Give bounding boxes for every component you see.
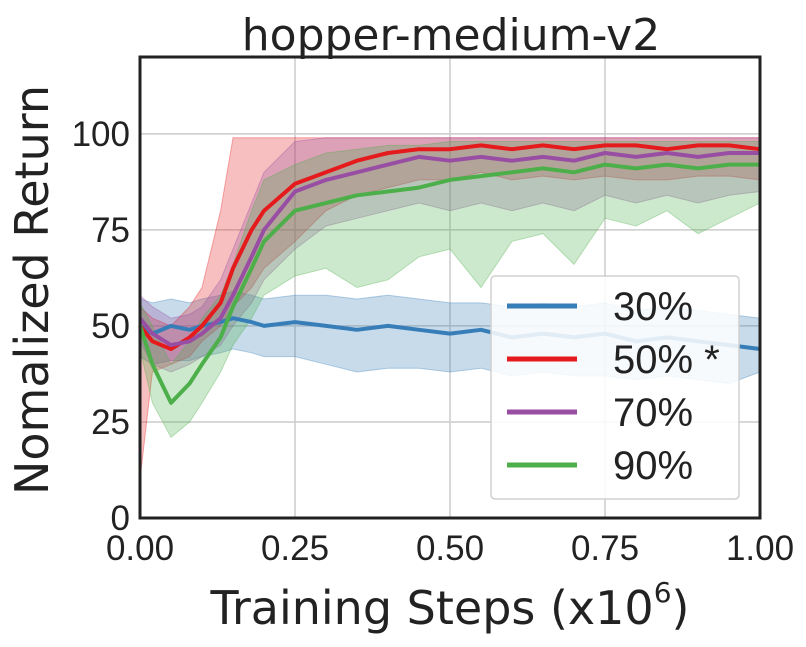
- y-tick-labels: 0 25 50 75 100: [72, 115, 130, 538]
- legend-label: 50% *: [613, 338, 720, 382]
- y-tick-label: 0: [111, 499, 130, 538]
- legend-label: 90%: [613, 444, 693, 488]
- legend-label: 30%: [613, 285, 693, 329]
- x-tick-label: 0.75: [571, 529, 639, 568]
- x-tick-label: 1.00: [726, 529, 794, 568]
- line-series-3: [138, 151, 760, 348]
- legend-box: [490, 275, 740, 500]
- y-tick-label: 50: [91, 307, 130, 346]
- x-tick-labels: 0.00 0.25 0.50 0.75 1.00: [106, 529, 794, 568]
- legend: 30% 50% * 70% 90%: [490, 275, 740, 500]
- x-tick-label: 0.00: [106, 529, 174, 568]
- x-tick-label: 0.25: [261, 529, 329, 568]
- x-axis-title-suffix: ): [672, 581, 690, 635]
- y-tick-label: 75: [91, 211, 130, 250]
- line-series-4: [138, 162, 760, 405]
- x-tick-label: 0.50: [416, 529, 484, 568]
- x-axis-title-main: Training Steps (x10: [210, 581, 654, 635]
- y-tick-label: 100: [72, 115, 130, 154]
- y-tick-label: 25: [91, 403, 130, 442]
- plot-frame: [138, 55, 762, 520]
- chart-title: hopper-medium-v2: [242, 10, 660, 61]
- line-series-2: [138, 143, 761, 351]
- x-axis-title-exponent: 6: [654, 576, 672, 609]
- y-axis-title: Nomalized Return: [5, 85, 59, 495]
- legend-label: 70%: [613, 391, 693, 435]
- x-axis-title: Training Steps (x106): [210, 576, 690, 635]
